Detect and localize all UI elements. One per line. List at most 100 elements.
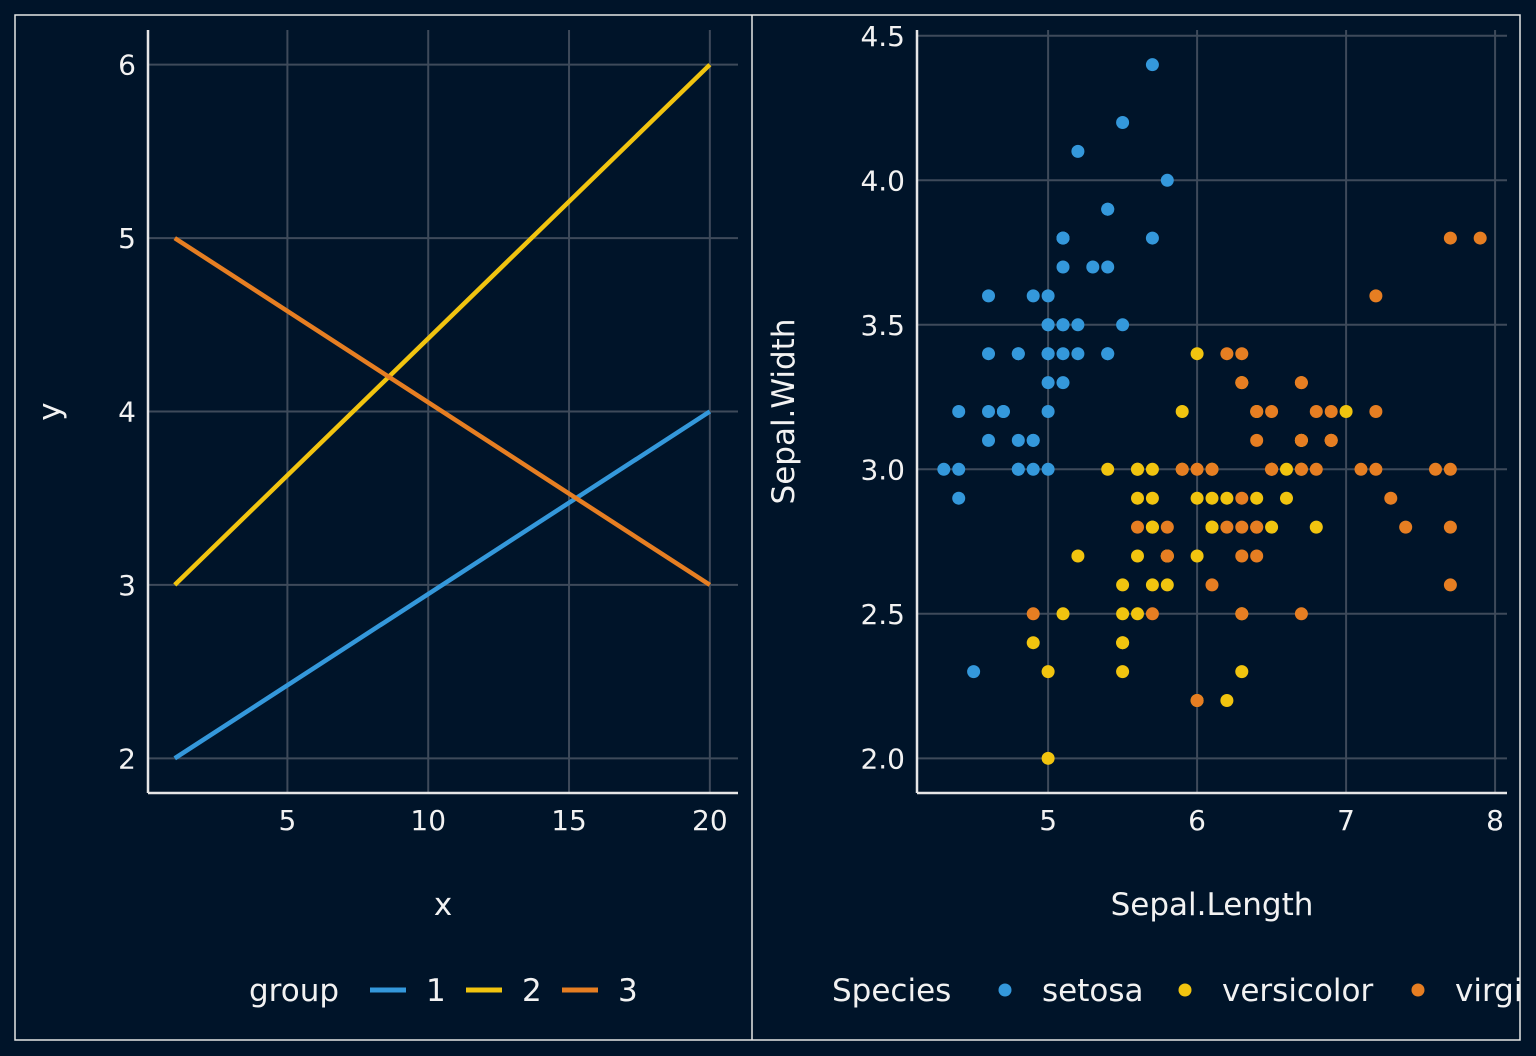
point-setosa [1056, 347, 1070, 361]
point-virginica [1190, 694, 1204, 708]
point-versicolor [1309, 520, 1323, 534]
point-versicolor [1116, 578, 1130, 592]
point-setosa [1116, 115, 1130, 129]
point-virginica [1250, 405, 1264, 418]
point-virginica [1205, 462, 1219, 476]
series-line-group-1 [173, 409, 712, 761]
point-setosa [982, 347, 996, 361]
point-virginica [1473, 231, 1487, 245]
point-virginica [1235, 520, 1249, 534]
legend-label: setosa [1042, 973, 1144, 1009]
y-axis-title: Sepal.Width [766, 319, 802, 505]
point-virginica [1294, 433, 1308, 447]
point-setosa [1101, 202, 1115, 216]
point-versicolor [1279, 462, 1293, 476]
point-setosa [982, 433, 996, 447]
point-virginica [1220, 347, 1234, 361]
point-setosa [1026, 462, 1040, 476]
y-tick-label: 4.0 [860, 164, 905, 197]
point-versicolor [1101, 462, 1115, 476]
point-virginica [1309, 405, 1323, 418]
point-virginica [1160, 549, 1174, 563]
point-setosa [1071, 318, 1085, 332]
point-virginica [1443, 520, 1457, 534]
point-setosa [1011, 462, 1025, 476]
legend-key-point [1178, 983, 1192, 997]
outer-border [14, 14, 1521, 1041]
series-line-group-2 [173, 63, 712, 587]
point-versicolor [1175, 405, 1189, 418]
point-virginica [1384, 491, 1398, 505]
point-virginica [1265, 405, 1279, 418]
point-versicolor [1131, 549, 1145, 563]
point-setosa [1086, 260, 1100, 274]
point-virginica [1428, 462, 1442, 476]
point-setosa [1101, 260, 1115, 274]
point-versicolor [1190, 347, 1204, 361]
y-tick-label: 3.0 [860, 453, 905, 486]
legend: Species setosa versicolor virginica [832, 973, 1520, 1009]
legend-key-point [1411, 983, 1425, 997]
x-axis-title: x [434, 887, 452, 923]
point-setosa [937, 462, 951, 476]
point-versicolor [1190, 491, 1204, 505]
point-versicolor [1071, 549, 1085, 563]
legend-label: 2 [522, 973, 542, 1009]
point-versicolor [1220, 694, 1234, 708]
point-virginica [1265, 462, 1279, 476]
point-versicolor [1145, 520, 1159, 534]
point-setosa [1041, 318, 1055, 332]
series-line-group-3 [173, 236, 712, 587]
point-versicolor [1131, 462, 1145, 476]
x-tick-label: 6 [1188, 804, 1206, 837]
point-virginica [1309, 462, 1323, 476]
point-virginica [1235, 549, 1249, 563]
point-virginica [1399, 520, 1413, 534]
x-tick-label: 5 [278, 804, 296, 837]
point-setosa [1056, 376, 1070, 390]
point-setosa [1145, 231, 1159, 245]
x-tick-label: 5 [1039, 804, 1057, 837]
point-versicolor [1116, 607, 1130, 621]
point-versicolor [1339, 405, 1353, 418]
point-setosa [952, 405, 966, 418]
point-setosa [1056, 318, 1070, 332]
point-setosa [982, 289, 996, 303]
point-setosa [1041, 347, 1055, 361]
y-tick-label: 4.5 [860, 20, 905, 53]
point-virginica [1205, 578, 1219, 592]
y-tick-label: 5 [118, 222, 136, 255]
y-tick-label: 2.5 [860, 598, 905, 631]
point-virginica [1235, 376, 1249, 390]
point-versicolor [1145, 462, 1159, 476]
point-setosa [1026, 289, 1040, 303]
point-setosa [967, 665, 981, 679]
point-setosa [1041, 376, 1055, 390]
point-setosa [1145, 58, 1159, 72]
point-setosa [1116, 318, 1130, 332]
point-setosa [996, 405, 1010, 418]
point-versicolor [1220, 491, 1234, 505]
point-virginica [1026, 607, 1040, 621]
legend-label: 3 [618, 973, 638, 1009]
point-versicolor [1116, 636, 1130, 650]
point-versicolor [1145, 578, 1159, 592]
y-tick-label: 2.0 [860, 742, 905, 775]
x-tick-label: 10 [410, 804, 446, 837]
y-axis-title: y [32, 402, 68, 420]
point-virginica [1294, 376, 1308, 390]
point-setosa [1056, 231, 1070, 245]
point-setosa [952, 462, 966, 476]
point-versicolor [1190, 549, 1204, 563]
point-versicolor [1160, 578, 1174, 592]
point-versicolor [1250, 491, 1264, 505]
x-axis-title: Sepal.Length [1111, 887, 1314, 923]
point-versicolor [1056, 607, 1070, 621]
point-setosa [1041, 462, 1055, 476]
point-setosa [952, 491, 966, 505]
legend-key-point [998, 983, 1012, 997]
x-tick-label: 20 [692, 804, 728, 837]
x-tick-label: 8 [1486, 804, 1504, 837]
